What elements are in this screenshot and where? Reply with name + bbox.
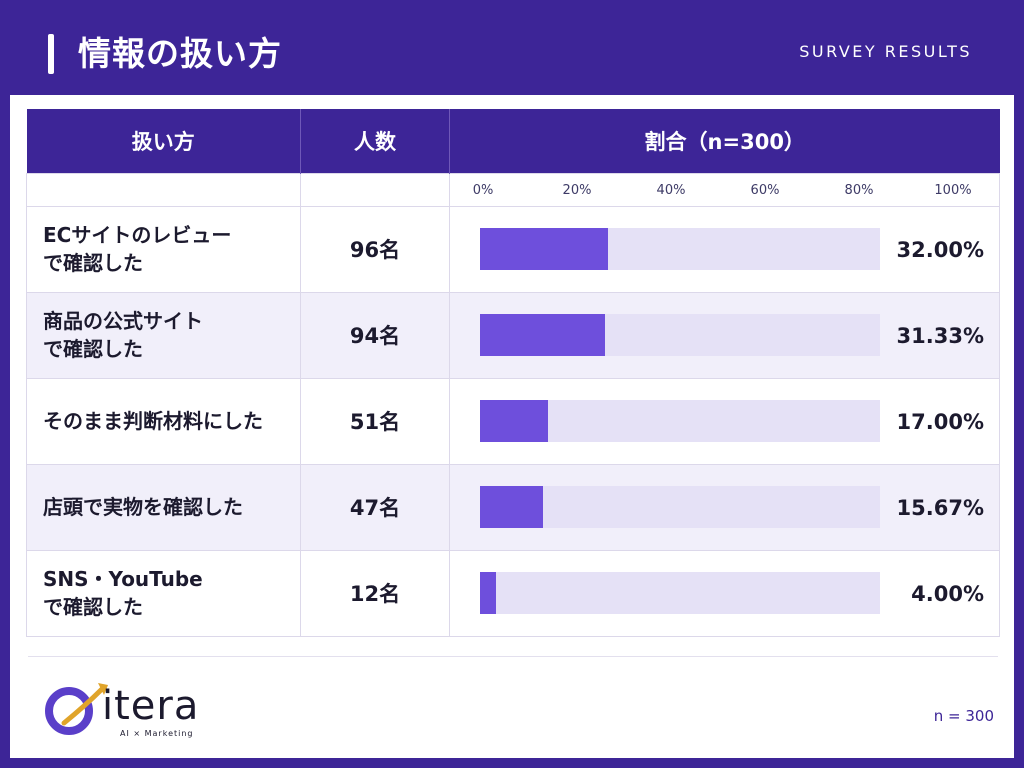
bar-track xyxy=(480,485,880,528)
bar xyxy=(480,485,543,528)
category-label: SNS・YouTube で確認した xyxy=(26,549,301,637)
category-label: 商品の公式サイト で確認した xyxy=(26,291,301,379)
bar-cell: 4.00% xyxy=(449,549,1000,637)
x-tick-label: 100% xyxy=(934,182,972,198)
axis-tick-row: 0% 20% 40% 60% 80% 100% xyxy=(26,172,1000,207)
category-label: ECサイトのレビュー で確認した xyxy=(26,205,301,293)
sample-size-note: n = 300 xyxy=(933,707,994,725)
content-panel: 扱い方 人数 割合（n=300） 0% 20% 40% 60% 80% 100% ECサイ… xyxy=(10,95,1014,758)
page-title: 情報の扱い方 xyxy=(78,34,282,73)
footer-divider xyxy=(28,656,998,657)
header-method: 扱い方 xyxy=(26,109,301,173)
x-tick-label: 60% xyxy=(750,182,780,198)
table-row: SNS・YouTube で確認した 12名 4.00% xyxy=(26,549,1000,637)
bar xyxy=(480,313,606,356)
count-value: 12名 xyxy=(300,549,450,637)
category-label: そのまま判断材料にした xyxy=(26,377,301,465)
count-value: 96名 xyxy=(300,205,450,293)
bar-value-label: 32.00% xyxy=(896,237,984,262)
bar xyxy=(480,227,608,270)
bar xyxy=(480,571,496,614)
bar-value-label: 15.67% xyxy=(896,495,984,520)
bottom-bar xyxy=(0,758,1024,768)
x-tick-label: 80% xyxy=(844,182,874,198)
bar-cell: 17.00% xyxy=(449,377,1000,465)
bar-cell: 31.33% xyxy=(449,291,1000,379)
bar-track xyxy=(480,399,880,442)
count-value: 51名 xyxy=(300,377,450,465)
bar-track xyxy=(480,227,880,270)
x-tick-label: 40% xyxy=(656,182,686,198)
header-count: 人数 xyxy=(300,109,450,173)
survey-table: 扱い方 人数 割合（n=300） 0% 20% 40% 60% 80% 100% ECサイ… xyxy=(26,109,1000,637)
table-row: 商品の公式サイト で確認した 94名 31.33% xyxy=(26,291,1000,379)
bar-value-label: 4.00% xyxy=(911,581,984,606)
bar-track xyxy=(480,571,880,614)
logo-tagline: AI × Marketing xyxy=(120,729,194,738)
itera-logo-icon xyxy=(45,683,108,735)
x-tick-label: 0% xyxy=(472,182,494,198)
count-value: 94名 xyxy=(300,291,450,379)
x-tick-label: 20% xyxy=(562,182,592,198)
category-label: 店頭で実物を確認した xyxy=(26,463,301,551)
bar-cell: 32.00% xyxy=(449,205,1000,293)
logo-wordmark: itera xyxy=(102,683,200,729)
bar-value-label: 31.33% xyxy=(896,323,984,348)
table-row: そのまま判断材料にした 51名 17.00% xyxy=(26,377,1000,465)
table-row: 店頭で実物を確認した 47名 15.67% xyxy=(26,463,1000,551)
x-axis-ticks: 0% 20% 40% 60% 80% 100% xyxy=(450,174,999,206)
header: 情報の扱い方 SURVEY RESULTS xyxy=(0,0,1024,95)
bar xyxy=(480,399,548,442)
page-subtitle: SURVEY RESULTS xyxy=(799,42,972,61)
bar-track xyxy=(480,313,880,356)
title-accent-bar xyxy=(48,34,54,74)
count-value: 47名 xyxy=(300,463,450,551)
bar-cell: 15.67% xyxy=(449,463,1000,551)
table-row: ECサイトのレビュー で確認した 96名 32.00% xyxy=(26,205,1000,293)
header-ratio: 割合（n=300） xyxy=(449,109,1000,173)
bar-value-label: 17.00% xyxy=(896,409,984,434)
